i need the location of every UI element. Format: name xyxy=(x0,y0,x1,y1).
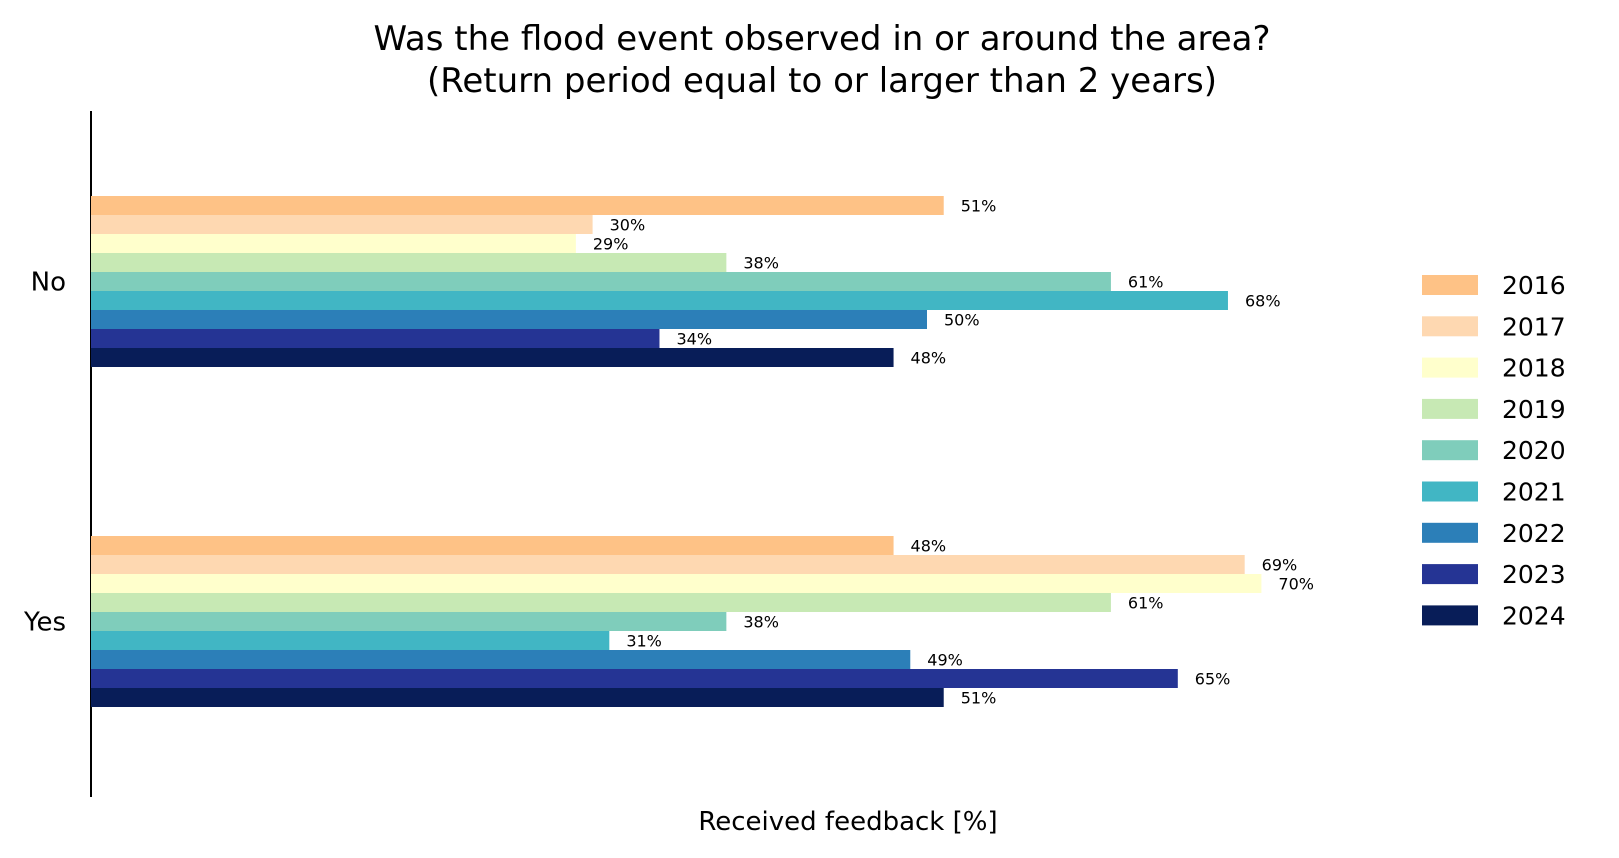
legend-swatch-2018 xyxy=(1422,357,1478,378)
bar-yes-2018 xyxy=(91,574,1262,593)
legend-label-2023: 2023 xyxy=(1502,560,1566,589)
chart-subtitle: (Return period equal to or larger than 2… xyxy=(427,61,1217,101)
bar-no-2023 xyxy=(91,329,660,348)
data-label-yes-2021: 31% xyxy=(626,632,662,651)
y-tick-labels: No Yes xyxy=(23,268,66,638)
bar-no-2020 xyxy=(91,272,1111,291)
legend-swatch-2019 xyxy=(1422,398,1478,419)
legend-label-2018: 2018 xyxy=(1502,354,1566,383)
data-label-yes-2018: 70% xyxy=(1278,575,1314,594)
legend-swatch-2024 xyxy=(1422,605,1478,626)
bar-no-2024 xyxy=(91,348,894,367)
data-label-yes-2017: 69% xyxy=(1262,556,1298,575)
legend-swatch-2020 xyxy=(1422,440,1478,461)
legend-swatch-2016 xyxy=(1422,275,1478,295)
bar-yes-2024 xyxy=(91,688,944,707)
bar-yes-2016 xyxy=(91,536,894,555)
data-label-no-2020: 61% xyxy=(1128,273,1164,292)
legend-label-2016: 2016 xyxy=(1502,271,1566,300)
data-label-no-2024: 48% xyxy=(911,349,947,368)
legend-swatch-2021 xyxy=(1422,481,1478,502)
data-label-no-2016: 51% xyxy=(961,197,997,216)
data-label-no-2023: 34% xyxy=(676,330,712,349)
data-label-yes-2020: 38% xyxy=(743,613,779,632)
legend-label-2019: 2019 xyxy=(1502,395,1566,424)
legend-swatch-2017 xyxy=(1422,316,1478,337)
data-label-yes-2019: 61% xyxy=(1128,594,1164,613)
bar-yes-2021 xyxy=(91,631,610,650)
y-tick-label-no: No xyxy=(31,268,66,298)
data-label-no-2022: 50% xyxy=(944,311,980,330)
legend-label-2021: 2021 xyxy=(1502,478,1566,507)
bar-no-2018 xyxy=(91,234,576,253)
data-label-no-2019: 38% xyxy=(743,254,779,273)
legend-label-2020: 2020 xyxy=(1502,436,1566,465)
data-label-yes-2022: 49% xyxy=(927,651,963,670)
data-label-yes-2024: 51% xyxy=(961,689,997,708)
bar-no-2019 xyxy=(91,253,727,272)
legend-label-2017: 2017 xyxy=(1502,312,1566,341)
bars-group: 51% 30%29% 38% 61% 68% 50% 34% 48% 48% 69%70% 61% 3… xyxy=(91,196,1314,708)
y-tick-label-yes: Yes xyxy=(23,608,66,638)
data-label-yes-2023: 65% xyxy=(1195,670,1231,689)
bar-yes-2019 xyxy=(91,593,1111,612)
x-axis-label: Received feedback [%] xyxy=(698,807,997,837)
data-label-no-2017: 30% xyxy=(610,216,646,235)
legend: 2016 2017 2018 2019 2020 2021 2022 2023 2024 xyxy=(1422,271,1566,630)
legend-label-2022: 2022 xyxy=(1502,519,1566,548)
bar-yes-2020 xyxy=(91,612,727,631)
bar-yes-2022 xyxy=(91,650,911,669)
bar-no-2021 xyxy=(91,291,1228,310)
legend-swatch-2023 xyxy=(1422,564,1478,585)
bar-no-2022 xyxy=(91,310,927,329)
data-label-no-2018: 29% xyxy=(593,235,629,254)
legend-swatch-2022 xyxy=(1422,522,1478,543)
data-label-no-2021: 68% xyxy=(1245,292,1281,311)
bar-no-2016 xyxy=(91,196,944,215)
bar-yes-2023 xyxy=(91,669,1178,688)
chart-title: Was the flood event observed in or aroun… xyxy=(373,19,1270,59)
bar-yes-2017 xyxy=(91,555,1245,574)
bar-no-2017 xyxy=(91,215,593,234)
data-label-yes-2016: 48% xyxy=(911,537,947,556)
legend-label-2024: 2024 xyxy=(1502,601,1566,630)
